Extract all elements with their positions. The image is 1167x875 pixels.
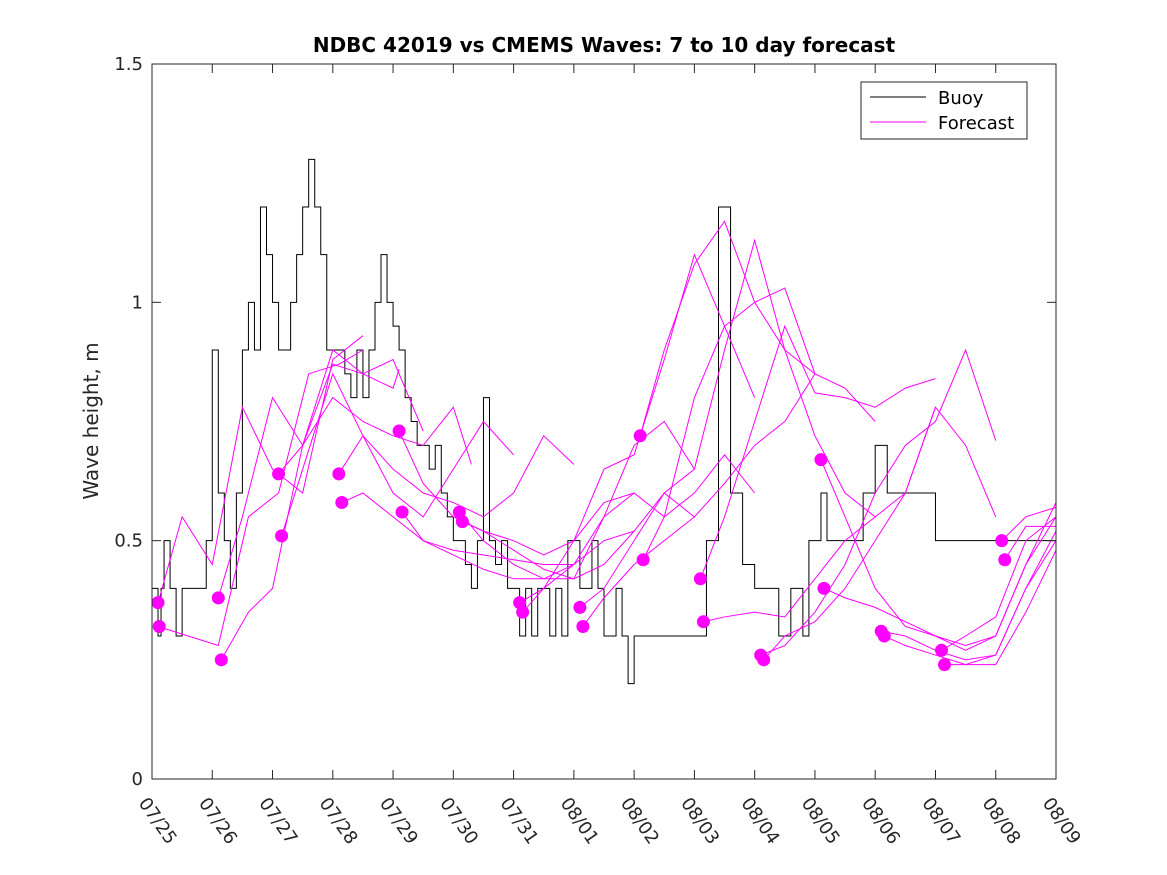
legend-forecast-label: Forecast <box>938 113 1014 134</box>
forecast-start-marker <box>214 653 228 667</box>
marker-layer <box>151 424 1012 672</box>
forecast-series-line-22 <box>763 406 997 661</box>
forecast-start-marker <box>995 534 1009 548</box>
forecast-start-marker <box>938 658 952 672</box>
forecast-series-line-2 <box>157 349 364 647</box>
y-tick-label: 0.5 <box>114 531 143 552</box>
forecast-start-marker <box>817 581 831 595</box>
forecast-start-marker <box>693 572 707 586</box>
forecast-start-marker <box>151 596 165 610</box>
forecast-series-line-30 <box>1004 525 1056 561</box>
forecast-start-marker <box>395 505 409 519</box>
forecast-series-line-20 <box>703 407 936 623</box>
forecast-series-line-16 <box>582 373 816 627</box>
forecast-start-marker <box>576 619 590 633</box>
forecast-start-marker <box>757 653 771 667</box>
forecast-start-marker <box>516 605 530 619</box>
forecast-series-line-9 <box>398 430 635 556</box>
forecast-series-line-12 <box>462 492 695 580</box>
forecast-start-marker <box>696 615 710 629</box>
y-tick-label: 1.5 <box>114 54 143 75</box>
forecast-series-line-10 <box>401 511 635 580</box>
forecast-series-line-15 <box>579 238 816 608</box>
forecast-start-marker <box>877 629 891 643</box>
forecast-series-line-27 <box>941 516 1056 651</box>
legend: Buoy Forecast <box>860 81 1028 140</box>
forecast-series-line-1 <box>157 335 364 603</box>
series-layer <box>152 158 1056 685</box>
forecast-start-marker <box>934 643 948 657</box>
forecast-start-marker <box>332 467 346 481</box>
forecast-start-marker <box>335 496 349 510</box>
forecast-series-line-19 <box>699 324 936 579</box>
y-tick-label: 0 <box>132 769 143 790</box>
forecast-series-line-29 <box>1001 506 1056 542</box>
forecast-start-marker <box>636 553 650 567</box>
forecast-start-marker <box>633 429 647 443</box>
plot-frame <box>151 63 1057 780</box>
forecast-start-marker <box>392 424 406 438</box>
forecast-series-line-18 <box>642 301 876 560</box>
forecast-series-line-5 <box>278 396 472 475</box>
forecast-start-marker <box>275 529 289 543</box>
forecast-start-marker <box>272 467 286 481</box>
forecast-series-line-13 <box>519 253 756 604</box>
forecast-series-line-3 <box>217 363 400 599</box>
forecast-series-line-14 <box>522 454 756 613</box>
legend-box <box>860 81 1028 140</box>
forecast-start-marker <box>998 553 1012 567</box>
forecast-start-marker <box>211 591 225 605</box>
y-tick-label: 1 <box>132 292 143 313</box>
forecast-start-marker <box>455 515 469 529</box>
forecast-series-line-4 <box>220 349 424 661</box>
forecast-start-marker <box>573 600 587 614</box>
forecast-series-line-6 <box>281 372 514 537</box>
y-axis-label: Wave height, m <box>79 342 103 499</box>
forecast-start-marker <box>814 453 828 467</box>
forecast-series-line-21 <box>760 348 997 656</box>
forecast-series-line-7 <box>338 434 575 518</box>
forecast-start-marker <box>152 619 166 633</box>
legend-buoy-label: Buoy <box>938 88 984 109</box>
forecast-series-line-28 <box>944 540 1056 666</box>
chart-title: NDBC 42019 vs CMEMS Waves: 7 to 10 day f… <box>313 33 896 57</box>
forecast-series-line-24 <box>823 516 1056 647</box>
